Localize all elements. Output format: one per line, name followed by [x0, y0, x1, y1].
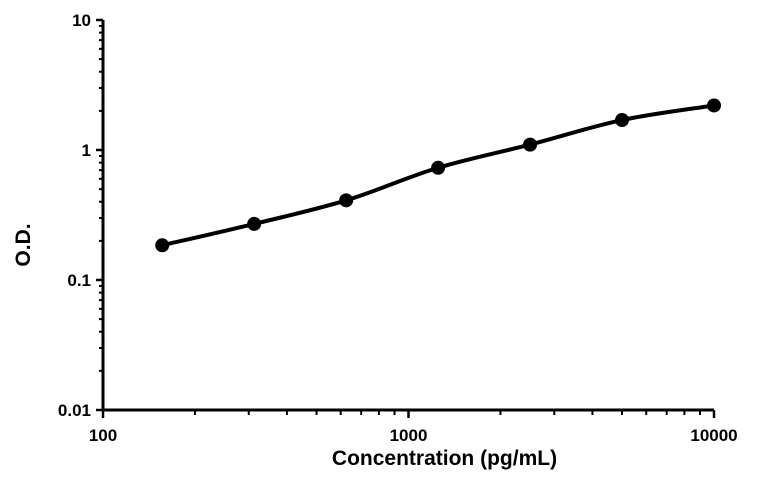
- y-tick-label: 0.1: [67, 271, 91, 290]
- tick-labels: 0.01 0.1 1 10 100 1000 10000: [58, 11, 738, 445]
- y-tick-label: 0.01: [58, 401, 91, 420]
- tick-marks: [96, 18, 716, 418]
- data-point: [339, 193, 354, 208]
- data-point: [431, 160, 446, 175]
- y-tick-label: 10: [72, 11, 91, 30]
- data-point: [615, 113, 630, 128]
- data-point: [247, 216, 262, 231]
- x-axis-title: Concentration (pg/mL): [332, 447, 557, 470]
- x-tick-label: 10000: [690, 426, 737, 445]
- series-line: [161, 103, 715, 248]
- data-point: [523, 137, 538, 152]
- data-point: [707, 98, 721, 113]
- axes: [101, 20, 714, 412]
- y-tick-label: 1: [82, 141, 91, 160]
- data-point: [155, 238, 170, 253]
- series-layer: [155, 98, 721, 253]
- x-tick-label: 1000: [390, 426, 428, 445]
- y-axis-title: O.D.: [12, 223, 35, 266]
- x-tick-label: 100: [89, 426, 117, 445]
